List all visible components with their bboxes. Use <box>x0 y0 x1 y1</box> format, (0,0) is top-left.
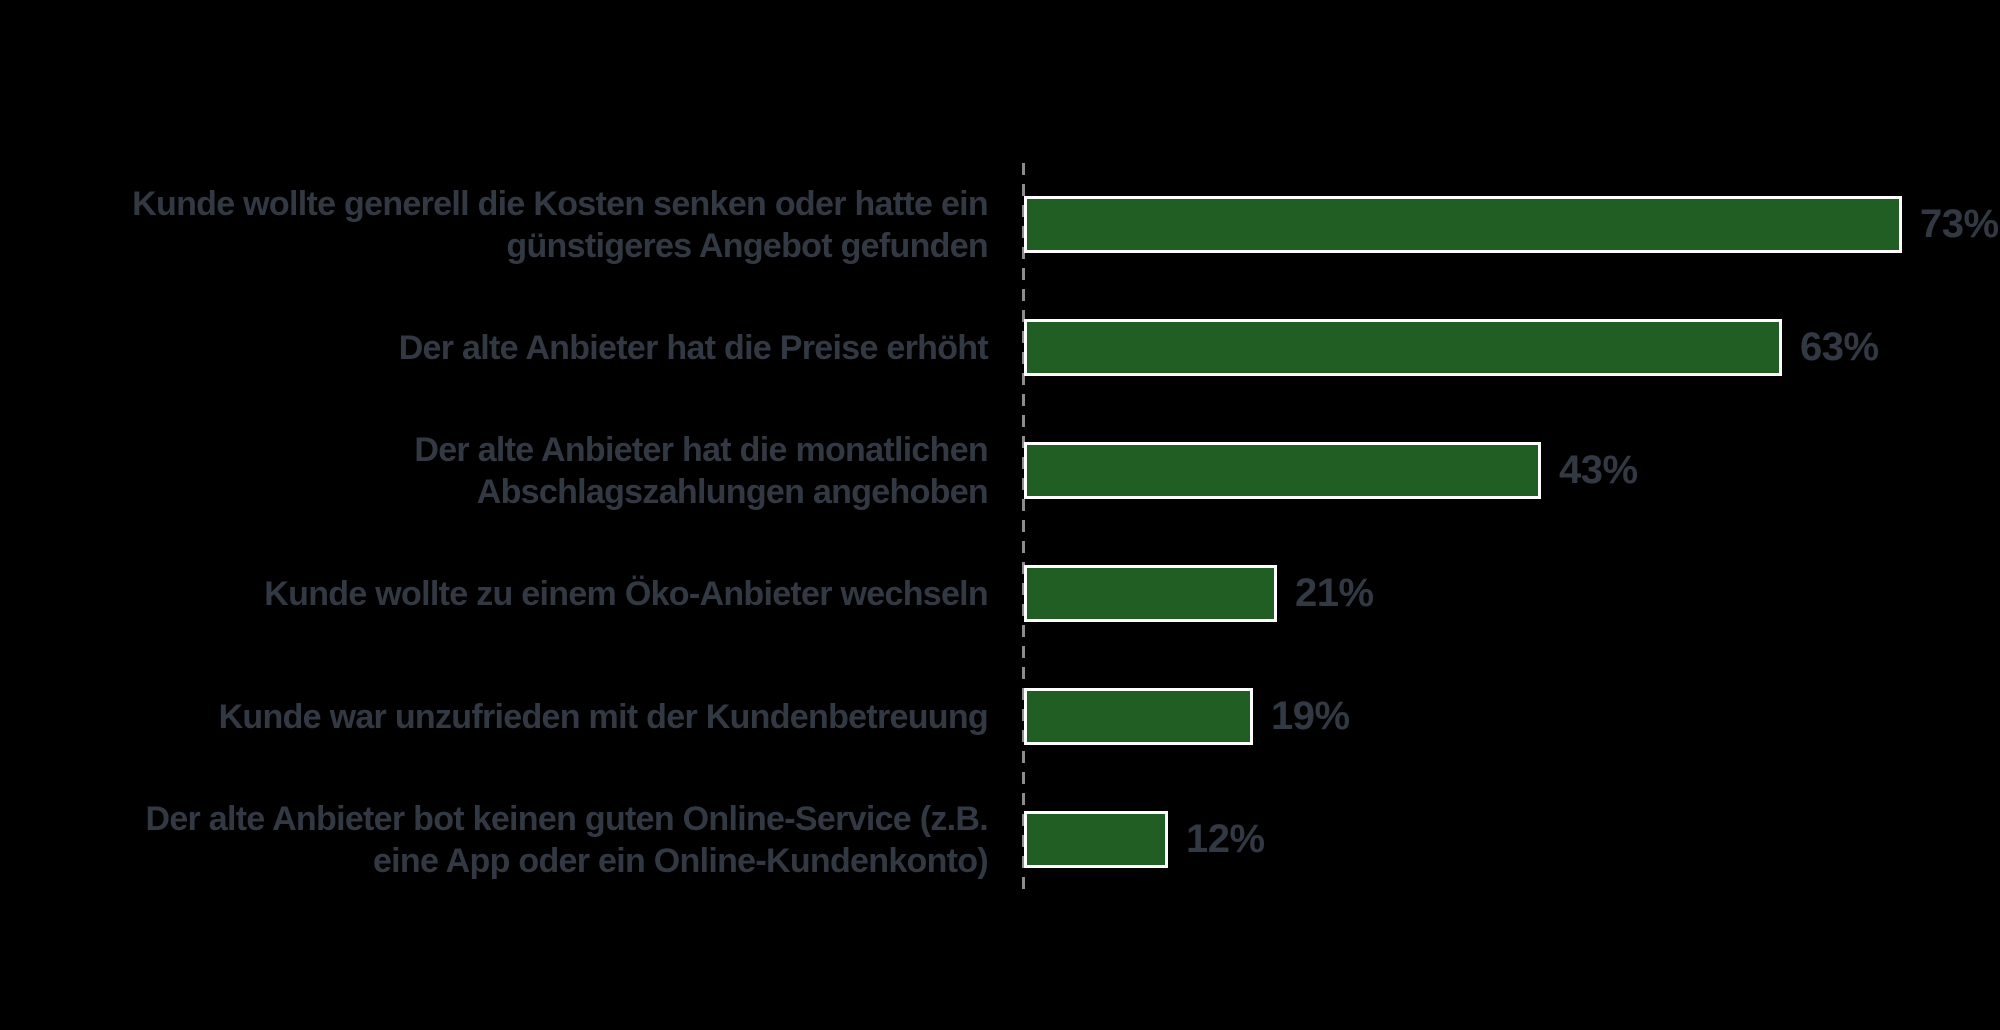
value-label: 19% <box>1271 694 1350 738</box>
bar-row: Kunde wollte generell die Kosten senken … <box>0 163 2000 286</box>
category-label: Der alte Anbieter hat die Preise erhöht <box>398 328 989 367</box>
bar-area: 73% <box>1024 163 1999 286</box>
value-label: 21% <box>1295 571 1374 615</box>
bar-row: Der alte Anbieter hat die Preise erhöht … <box>0 286 2000 409</box>
bar <box>1024 565 1277 622</box>
category-label: Kunde wollte generell die Kosten senken … <box>132 184 989 265</box>
category-label: Kunde wollte zu einem Öko-Anbieter wechs… <box>264 574 988 613</box>
bar-area: 19% <box>1024 655 1350 778</box>
bar-area: 21% <box>1024 532 1374 655</box>
bar <box>1024 442 1541 499</box>
bar-area: 43% <box>1024 409 1638 532</box>
bar-row: Der alte Anbieter bot keinen guten Onlin… <box>0 778 2000 901</box>
dashed-baseline-axis <box>1022 163 1025 897</box>
bar-row: Kunde wollte zu einem Öko-Anbieter wechs… <box>0 532 2000 655</box>
value-label: 43% <box>1559 448 1638 492</box>
bar-row: Kunde war unzufrieden mit der Kundenbetr… <box>0 655 2000 778</box>
bar-row: Der alte Anbieter hat die monatlichen Ab… <box>0 409 2000 532</box>
bar-area: 63% <box>1024 286 1879 409</box>
bar <box>1024 811 1168 868</box>
bar <box>1024 688 1253 745</box>
value-label: 63% <box>1800 325 1879 369</box>
bar-area: 12% <box>1024 778 1265 901</box>
value-label: 12% <box>1186 817 1265 861</box>
bar <box>1024 319 1782 376</box>
value-label: 73% <box>1920 202 1999 246</box>
category-label: Der alte Anbieter hat die monatlichen Ab… <box>414 430 988 511</box>
bar <box>1024 196 1902 253</box>
category-label: Kunde war unzufrieden mit der Kundenbetr… <box>218 697 989 736</box>
category-label: Der alte Anbieter bot keinen guten Onlin… <box>145 799 988 880</box>
